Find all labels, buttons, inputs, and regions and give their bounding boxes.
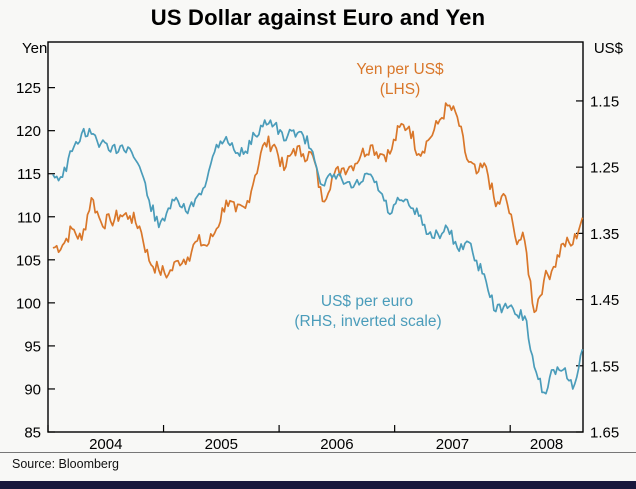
right-axis-tick-label: 1.65 — [590, 425, 619, 442]
x-axis-tick-label: 2004 — [89, 436, 122, 453]
footer-bar — [0, 481, 636, 489]
yen-series-line — [52, 102, 584, 314]
plot-border — [47, 41, 584, 433]
x-axis-tick-label: 2006 — [320, 436, 353, 453]
x-axis-tick-label: 2008 — [530, 436, 563, 453]
yen-series-annotation: Yen per US$ — [356, 61, 444, 78]
left-axis-unit-label: Yen — [22, 40, 48, 57]
right-axis-unit-label: US$ — [593, 40, 623, 57]
chart-canvas: 85 90 95 100 105 110 115 120 125 1.15 1.25 1.35 1.45… — [16, 41, 619, 453]
euro-series-annotation: US$ per euro — [320, 293, 414, 310]
euro-series-line — [52, 119, 584, 395]
source-text: Source: Bloomberg — [12, 457, 120, 471]
right-axis-tick-label: 1.35 — [590, 226, 619, 243]
left-axis-tick-label: 115 — [17, 166, 41, 183]
right-axis-tick-label: 1.55 — [590, 358, 619, 375]
left-axis-tick-label: 110 — [17, 209, 41, 226]
right-axis-tick-label: 1.25 — [590, 160, 619, 177]
left-axis-tick-label: 100 — [16, 295, 41, 312]
chart-title: US Dollar against Euro and Yen — [150, 5, 486, 30]
left-axis-tick-label: 85 — [24, 425, 41, 442]
left-axis-tick-label: 90 — [24, 381, 41, 398]
left-axis-tick-label: 120 — [16, 123, 41, 140]
right-axis-tick-label: 1.15 — [590, 93, 619, 110]
x-axis-tick-label: 2005 — [205, 436, 238, 453]
right-axis-tick-label: 1.45 — [590, 292, 619, 309]
footer-divider — [0, 452, 636, 453]
left-axis-tick-label: 95 — [24, 338, 41, 355]
x-axis-tick-label: 2007 — [436, 436, 469, 453]
yen-series-annotation-scale: (LHS) — [379, 81, 421, 98]
left-axis-tick-label: 105 — [16, 252, 41, 269]
euro-series-annotation-scale: (RHS, inverted scale) — [294, 313, 442, 330]
left-axis-tick-label: 125 — [16, 80, 41, 97]
